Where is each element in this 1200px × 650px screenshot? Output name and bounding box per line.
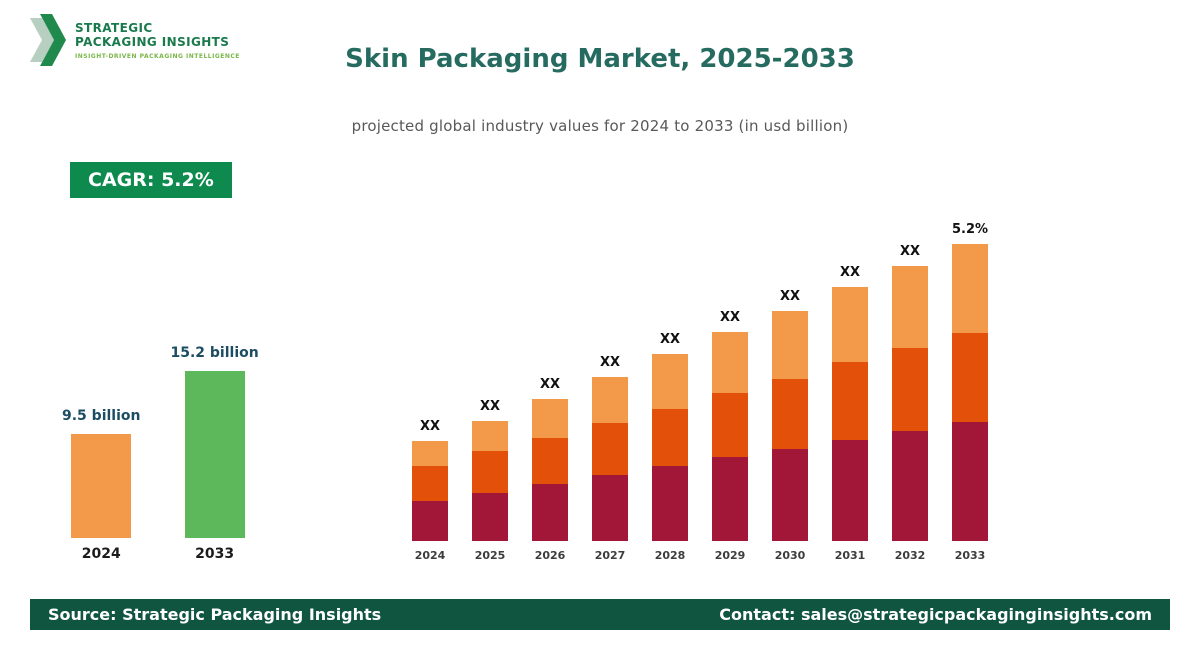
stacked-bar-column: XX 2030 bbox=[772, 289, 808, 562]
year-label: 2027 bbox=[594, 549, 626, 562]
bar-segment-top bbox=[892, 266, 928, 348]
stacked-bar-column: XX 2027 bbox=[592, 355, 628, 562]
bar-segment-top bbox=[472, 421, 508, 451]
bar-segment-middle bbox=[412, 466, 448, 501]
stacked-bar bbox=[532, 399, 568, 541]
footer-bar: Source: Strategic Packaging Insights Con… bbox=[30, 599, 1170, 630]
logo-tagline: INSIGHT-DRIVEN PACKAGING INTELLIGENCE bbox=[75, 52, 240, 60]
bar-segment-bottom bbox=[712, 457, 748, 541]
stacked-bar bbox=[832, 287, 868, 541]
year-label: 2033 bbox=[954, 549, 986, 562]
cagr-badge: CAGR: 5.2% bbox=[70, 162, 232, 198]
footer-source: Source: Strategic Packaging Insights bbox=[48, 605, 382, 624]
year-label: 2031 bbox=[834, 549, 866, 562]
stacked-bar-column: XX 2024 bbox=[412, 419, 448, 562]
logo-line1: STRATEGIC bbox=[75, 20, 153, 35]
stacked-bar bbox=[892, 266, 928, 541]
bar-segment-bottom bbox=[892, 431, 928, 541]
stacked-bar-column: XX 2028 bbox=[652, 332, 688, 562]
bar-segment-bottom bbox=[952, 422, 989, 541]
logo: STRATEGIC PACKAGING INSIGHTS INSIGHT-DRI… bbox=[30, 14, 240, 66]
year-label: 2033 bbox=[195, 546, 235, 562]
bar-segment-top bbox=[772, 311, 808, 379]
bar-value-label: 9.5 billion bbox=[62, 407, 141, 424]
bar-segment-top bbox=[412, 441, 448, 466]
year-label: 2024 bbox=[81, 546, 121, 562]
bar-top-label: 5.2% bbox=[952, 222, 989, 237]
bar-segment-top bbox=[832, 287, 868, 362]
page-title: Skin Packaging Market, 2025-2033 bbox=[345, 44, 855, 74]
bar-segment-middle bbox=[472, 451, 508, 493]
stacked-bar-column: XX 2026 bbox=[532, 377, 568, 562]
bar-value-label: 15.2 billion bbox=[170, 344, 259, 361]
bar-top-label: XX bbox=[479, 399, 501, 414]
stacked-bar-column: XX 2029 bbox=[712, 310, 748, 562]
year-label: 2028 bbox=[654, 549, 686, 562]
year-label: 2026 bbox=[534, 549, 566, 562]
bar-segment-bottom bbox=[592, 475, 628, 541]
footer-contact: Contact: sales@strategicpackaginginsight… bbox=[719, 605, 1152, 624]
stacked-bar bbox=[412, 441, 448, 541]
mini-chart: 9.5 billion 2024 15.2 billion 2033 bbox=[62, 345, 259, 562]
bar-segment-top bbox=[532, 399, 568, 438]
logo-chevron-icon bbox=[30, 14, 66, 66]
mini-bar-column: 9.5 billion 2024 bbox=[62, 408, 140, 563]
bar-top-label: XX bbox=[899, 244, 921, 259]
logo-line2: PACKAGING INSIGHTS bbox=[75, 34, 230, 49]
bar-segment-middle bbox=[652, 409, 688, 466]
year-label: 2025 bbox=[474, 549, 506, 562]
year-label: 2024 bbox=[414, 549, 446, 562]
stacked-bar bbox=[472, 421, 508, 541]
stacked-bar bbox=[592, 377, 628, 541]
bar-segment-bottom bbox=[772, 449, 808, 541]
stacked-bar-column: XX 2031 bbox=[832, 265, 868, 562]
bar-segment-middle bbox=[772, 379, 808, 449]
mini-bar bbox=[71, 433, 132, 538]
logo-text: STRATEGIC PACKAGING INSIGHTS INSIGHT-DRI… bbox=[75, 21, 240, 60]
stacked-chart: XX 2024 XX 2025 XX 2026 XX 2027 XX 2028 XX 2029 XX 20… bbox=[412, 222, 988, 562]
bar-segment-bottom bbox=[472, 493, 508, 541]
bar-top-label: XX bbox=[719, 310, 741, 325]
bar-top-label: XX bbox=[599, 355, 621, 370]
bar-segment-middle bbox=[532, 438, 568, 484]
bar-segment-bottom bbox=[652, 466, 688, 541]
stacked-bar bbox=[712, 332, 748, 541]
bar-segment-middle bbox=[832, 362, 868, 440]
stacked-bar bbox=[772, 311, 808, 541]
bar-segment-bottom bbox=[832, 440, 868, 541]
stacked-bar bbox=[652, 354, 688, 541]
year-label: 2032 bbox=[894, 549, 926, 562]
stacked-bar-column: 5.2% 2033 bbox=[952, 222, 988, 562]
bar-top-label: XX bbox=[419, 419, 441, 434]
bar-top-label: XX bbox=[779, 289, 801, 304]
bar-segment-bottom bbox=[532, 484, 568, 541]
bar-segment-middle bbox=[592, 423, 628, 475]
bar-top-label: XX bbox=[659, 332, 681, 347]
mini-bar-column: 15.2 billion 2033 bbox=[170, 345, 258, 562]
bar-segment-top bbox=[652, 354, 688, 409]
mini-bar bbox=[184, 370, 245, 538]
year-label: 2030 bbox=[774, 549, 806, 562]
stacked-bar bbox=[952, 244, 989, 541]
bar-segment-middle bbox=[712, 393, 748, 457]
stacked-bar-column: XX 2032 bbox=[892, 244, 928, 562]
bar-top-label: XX bbox=[539, 377, 561, 392]
bar-segment-top bbox=[952, 244, 989, 333]
page-subtitle: projected global industry values for 202… bbox=[351, 117, 849, 135]
year-label: 2029 bbox=[714, 549, 746, 562]
bar-segment-bottom bbox=[412, 501, 448, 541]
bar-segment-top bbox=[712, 332, 748, 393]
bar-segment-top bbox=[592, 377, 628, 423]
bar-top-label: XX bbox=[839, 265, 861, 280]
stacked-bar-column: XX 2025 bbox=[472, 399, 508, 562]
bar-segment-middle bbox=[892, 348, 928, 431]
bar-segment-middle bbox=[952, 333, 989, 422]
